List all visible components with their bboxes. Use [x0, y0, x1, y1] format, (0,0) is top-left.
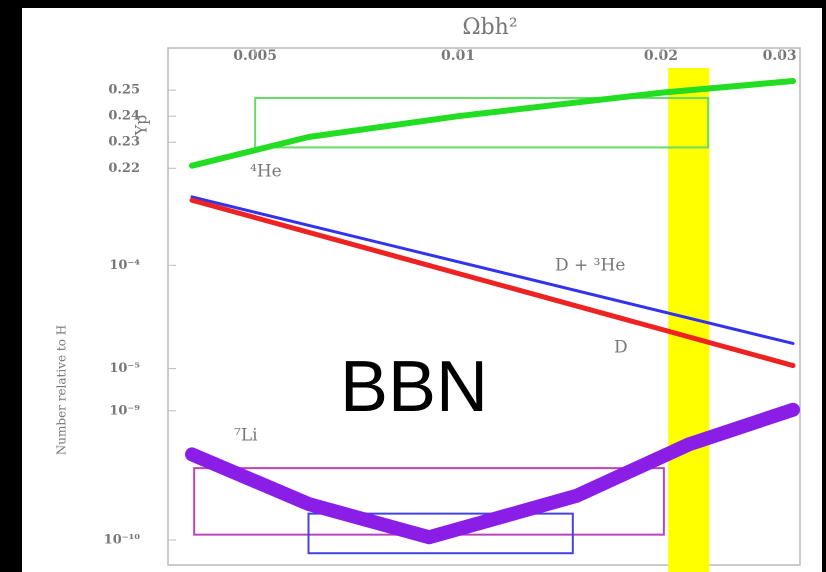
y-tick-label: 0.22 [108, 161, 140, 176]
y-axis-title: Number relative to H [55, 325, 69, 455]
curve-label: D [614, 338, 628, 358]
y-tick-label: 0.25 [108, 83, 140, 98]
y-tick-label: 10⁻⁴ [109, 258, 140, 273]
y-axis-title: Yp [132, 115, 151, 137]
page: {"chart_data": [ {"type": "line", "title… [0, 0, 826, 572]
x-axis-title: Ωbh² [462, 15, 517, 40]
big-label: BBN [340, 347, 488, 427]
y-tick-label: 10⁻⁹ [109, 403, 140, 418]
y-tick-label: 10⁻¹⁰ [104, 532, 141, 547]
y-tick-label: 10⁻⁵ [109, 361, 140, 376]
y-tick-label: 0.23 [108, 135, 140, 150]
chart: Ωbh²0.0050.010.020.030.220.230.240.25Yp1… [0, 0, 826, 572]
curve-label: D + ³He [555, 256, 625, 276]
curve-label: ⁷Li [234, 426, 258, 446]
highlight-band [668, 68, 709, 572]
curve-label: ⁴He [250, 162, 282, 182]
